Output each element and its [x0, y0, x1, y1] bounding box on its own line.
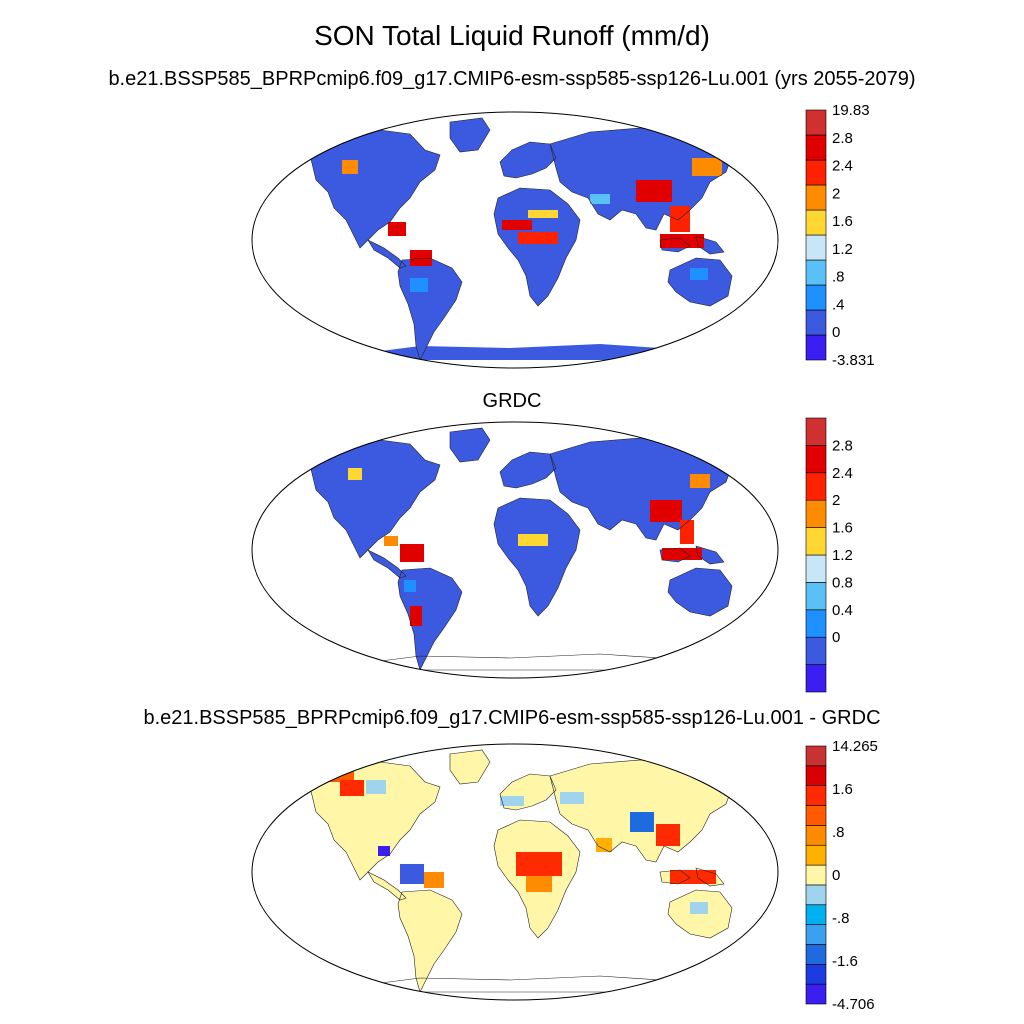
- panel-2-title: GRDC: [482, 390, 542, 412]
- colorbar-swatch: [805, 664, 827, 693]
- colorbar-swatch: [805, 825, 827, 846]
- colorbar-swatch: [805, 445, 827, 474]
- colorbar-swatch: [805, 884, 827, 906]
- colorbar-label: 2.8: [832, 130, 853, 147]
- colorbar-label: -.8: [832, 910, 850, 927]
- colorbar-swatch: [805, 805, 827, 826]
- map-frame: [251, 743, 779, 1001]
- colorbar-swatch: [805, 234, 827, 261]
- high-runoff-regions: [342, 158, 722, 292]
- colorbar-swatch: [805, 184, 827, 211]
- colorbar-label: 2.8: [832, 437, 853, 454]
- colorbar-label: -1.6: [832, 953, 858, 970]
- colorbar-difference: 14.265 1.6 .8 0 -.8 -1.6 -4.706: [805, 738, 878, 1013]
- panel-3-title: b.e21.BSSP585_BPRPcmip6.f09_g17.CMIP6-es…: [143, 707, 881, 729]
- high-runoff-regions: [348, 468, 710, 626]
- colorbar-label: 0: [832, 867, 840, 884]
- figure-title: SON Total Liquid Runoff (mm/d): [314, 20, 710, 51]
- colorbar-swatch: [805, 844, 827, 866]
- map-panel-difference: [251, 743, 779, 1001]
- colorbar-swatch: [805, 609, 827, 638]
- colorbar-label: 0: [832, 629, 840, 646]
- colorbar-swatch: [805, 924, 827, 945]
- colorbar-label: .4: [832, 296, 845, 313]
- colorbar-label: 2.4: [832, 158, 853, 175]
- colorbar-label: 1.6: [832, 213, 853, 230]
- map-panel-grdc: [251, 421, 779, 679]
- colorbar-swatch: [805, 554, 827, 583]
- colorbar-swatch: [805, 527, 827, 556]
- colorbar-swatch: [805, 983, 827, 1005]
- colorbar-label: 14.265: [832, 738, 878, 755]
- colorbar-label: .8: [832, 269, 845, 286]
- colorbar-swatch: [805, 259, 827, 286]
- colorbar-swatch: [805, 964, 827, 985]
- colorbar-label: 1.2: [832, 241, 853, 258]
- map-panel-model: [251, 111, 779, 369]
- colorbar-label: 1.2: [832, 547, 853, 564]
- colorbar-swatch: [805, 109, 827, 136]
- colorbar-label: -3.831: [832, 352, 875, 369]
- colorbar-swatch: [805, 472, 827, 501]
- colorbar-label: 1.6: [832, 520, 853, 537]
- colorbar-label: 19.83: [832, 102, 870, 119]
- colorbar-grdc: 2.8 2.4 2 1.6 1.2 0.8 0.4 0: [805, 417, 853, 693]
- colorbar-swatch: [805, 334, 827, 361]
- colorbar-label: 0: [832, 324, 840, 341]
- colorbar-swatch: [805, 785, 827, 806]
- map-frame: [251, 421, 779, 679]
- colorbar-swatch: [805, 582, 827, 611]
- colorbar-swatch: [805, 284, 827, 311]
- panel-1-title: b.e21.BSSP585_BPRPcmip6.f09_g17.CMIP6-es…: [108, 68, 916, 90]
- colorbar-swatch: [805, 499, 827, 528]
- colorbar-label: 2: [832, 492, 840, 509]
- colorbar-swatch: [805, 864, 827, 886]
- colorbar-label: 2.4: [832, 465, 853, 482]
- colorbar-swatch: [805, 417, 827, 446]
- colorbar-swatch: [805, 745, 827, 767]
- colorbar-label: .8: [832, 824, 845, 841]
- colorbar-swatch: [805, 765, 827, 786]
- colorbar-swatch: [805, 209, 827, 236]
- colorbar-swatch: [805, 904, 827, 925]
- colorbar-swatch: [805, 636, 827, 665]
- map-frame: [251, 111, 779, 369]
- colorbar-label: 1.6: [832, 781, 853, 798]
- colorbar-swatch: [805, 159, 827, 186]
- colorbar-label: 0.8: [832, 574, 853, 591]
- colorbar-swatch: [805, 134, 827, 161]
- colorbar-label: 0.4: [832, 602, 853, 619]
- colorbar-swatch: [805, 309, 827, 336]
- colorbar-label: 2: [832, 185, 840, 202]
- colorbar-label: -4.706: [832, 996, 875, 1013]
- colorbar-swatch: [805, 944, 827, 965]
- colorbar-model: 19.83 2.8 2.4 2 1.6 1.2 .8 .4 0 -3.831: [805, 102, 875, 369]
